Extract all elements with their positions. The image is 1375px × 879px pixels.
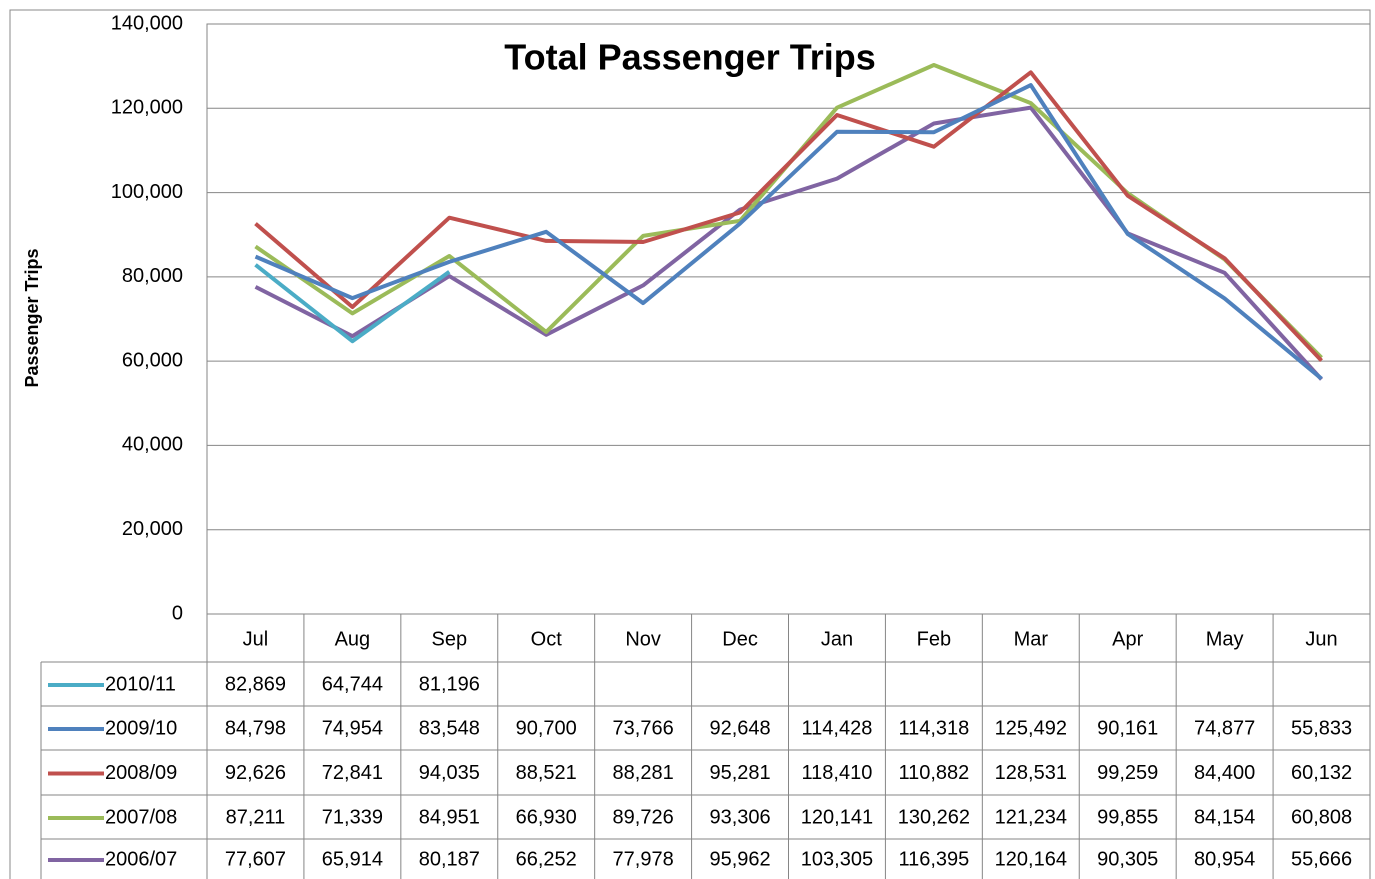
x-tick-label: Apr xyxy=(1112,628,1143,650)
table-value: 99,259 xyxy=(1097,762,1158,784)
x-tick-label: Nov xyxy=(625,628,661,650)
table-value: 128,531 xyxy=(995,762,1067,784)
table-value: 81,196 xyxy=(419,673,480,695)
legend-label: 2007/08 xyxy=(105,806,177,828)
table-value: 92,626 xyxy=(225,762,286,784)
series-line xyxy=(254,70,1323,362)
table-value: 83,548 xyxy=(419,717,480,739)
chart-title: Total Passenger Trips xyxy=(504,37,875,78)
table-value: 87,211 xyxy=(226,806,286,828)
table-value: 84,154 xyxy=(1194,806,1255,828)
x-tick-label: Oct xyxy=(531,628,563,650)
table-value: 114,318 xyxy=(898,717,969,739)
table-value: 66,252 xyxy=(516,848,577,870)
table-value: 118,410 xyxy=(802,762,873,784)
table-value: 64,744 xyxy=(322,673,383,695)
table-value: 120,164 xyxy=(995,848,1067,870)
x-tick-label: Feb xyxy=(917,628,951,650)
table-value: 60,808 xyxy=(1291,806,1352,828)
table-value: 74,877 xyxy=(1194,717,1255,739)
y-axis-label: Passenger Trips xyxy=(22,248,42,387)
table-value: 88,281 xyxy=(613,762,674,784)
table-value: 77,978 xyxy=(613,848,674,870)
table-value: 125,492 xyxy=(995,717,1067,739)
legend-label: 2010/11 xyxy=(105,673,176,695)
legend-label: 2008/09 xyxy=(105,762,177,784)
table-value: 60,132 xyxy=(1291,762,1352,784)
table-value: 92,648 xyxy=(709,717,770,739)
table-value: 65,914 xyxy=(322,848,383,870)
y-tick-label: 80,000 xyxy=(122,265,183,287)
legend-label: 2009/10 xyxy=(105,717,177,739)
table-value: 66,930 xyxy=(516,806,577,828)
table-value: 103,305 xyxy=(801,848,873,870)
table-value: 72,841 xyxy=(322,762,383,784)
legend-label: 2006/07 xyxy=(105,848,177,870)
series-line xyxy=(254,105,1323,381)
x-tick-label: Jun xyxy=(1305,628,1337,650)
table-value: 82,869 xyxy=(225,673,286,695)
table-value: 80,954 xyxy=(1194,848,1255,870)
y-tick-label: 100,000 xyxy=(111,181,183,203)
table-value: 95,962 xyxy=(709,848,770,870)
table-value: 93,306 xyxy=(709,806,770,828)
table-value: 80,187 xyxy=(419,848,480,870)
table-value: 89,726 xyxy=(613,806,674,828)
y-tick-label: 20,000 xyxy=(122,518,183,540)
table-value: 90,161 xyxy=(1097,717,1158,739)
table-value: 120,141 xyxy=(801,806,873,828)
table-value: 55,833 xyxy=(1291,717,1352,739)
chart-border xyxy=(9,9,1371,879)
table-value: 90,700 xyxy=(516,717,577,739)
table-value: 114,428 xyxy=(802,717,873,739)
table-value: 84,798 xyxy=(225,717,286,739)
x-tick-label: Dec xyxy=(722,628,758,650)
table-value: 84,400 xyxy=(1194,762,1255,784)
x-tick-label: Sep xyxy=(431,628,467,650)
series-line xyxy=(254,263,451,344)
table-value: 121,234 xyxy=(995,806,1067,828)
table-value: 77,607 xyxy=(225,848,286,870)
table-value: 74,954 xyxy=(322,717,383,739)
table-value: 88,521 xyxy=(516,762,577,784)
table-value: 130,262 xyxy=(898,806,970,828)
table-value: 116,395 xyxy=(898,848,969,870)
y-tick-label: 0 xyxy=(172,602,183,624)
x-tick-label: Mar xyxy=(1014,628,1049,650)
table-value: 55,666 xyxy=(1291,848,1352,870)
table-value: 99,855 xyxy=(1097,806,1158,828)
table-value: 90,305 xyxy=(1097,848,1158,870)
x-tick-label: Jan xyxy=(821,628,853,650)
y-tick-label: 120,000 xyxy=(111,97,183,119)
table-value: 84,951 xyxy=(419,806,480,828)
y-tick-label: 140,000 xyxy=(111,12,183,34)
table-value: 94,035 xyxy=(419,762,480,784)
table-value: 110,882 xyxy=(898,762,969,784)
table-value: 71,339 xyxy=(322,806,383,828)
y-tick-label: 60,000 xyxy=(122,349,183,371)
x-tick-label: May xyxy=(1206,628,1244,650)
x-tick-label: Jul xyxy=(243,628,269,650)
x-tick-label: Aug xyxy=(335,628,371,650)
table-value: 95,281 xyxy=(709,762,770,784)
table-value: 73,766 xyxy=(613,717,674,739)
series-line xyxy=(254,83,1323,381)
y-tick-label: 40,000 xyxy=(122,434,183,456)
